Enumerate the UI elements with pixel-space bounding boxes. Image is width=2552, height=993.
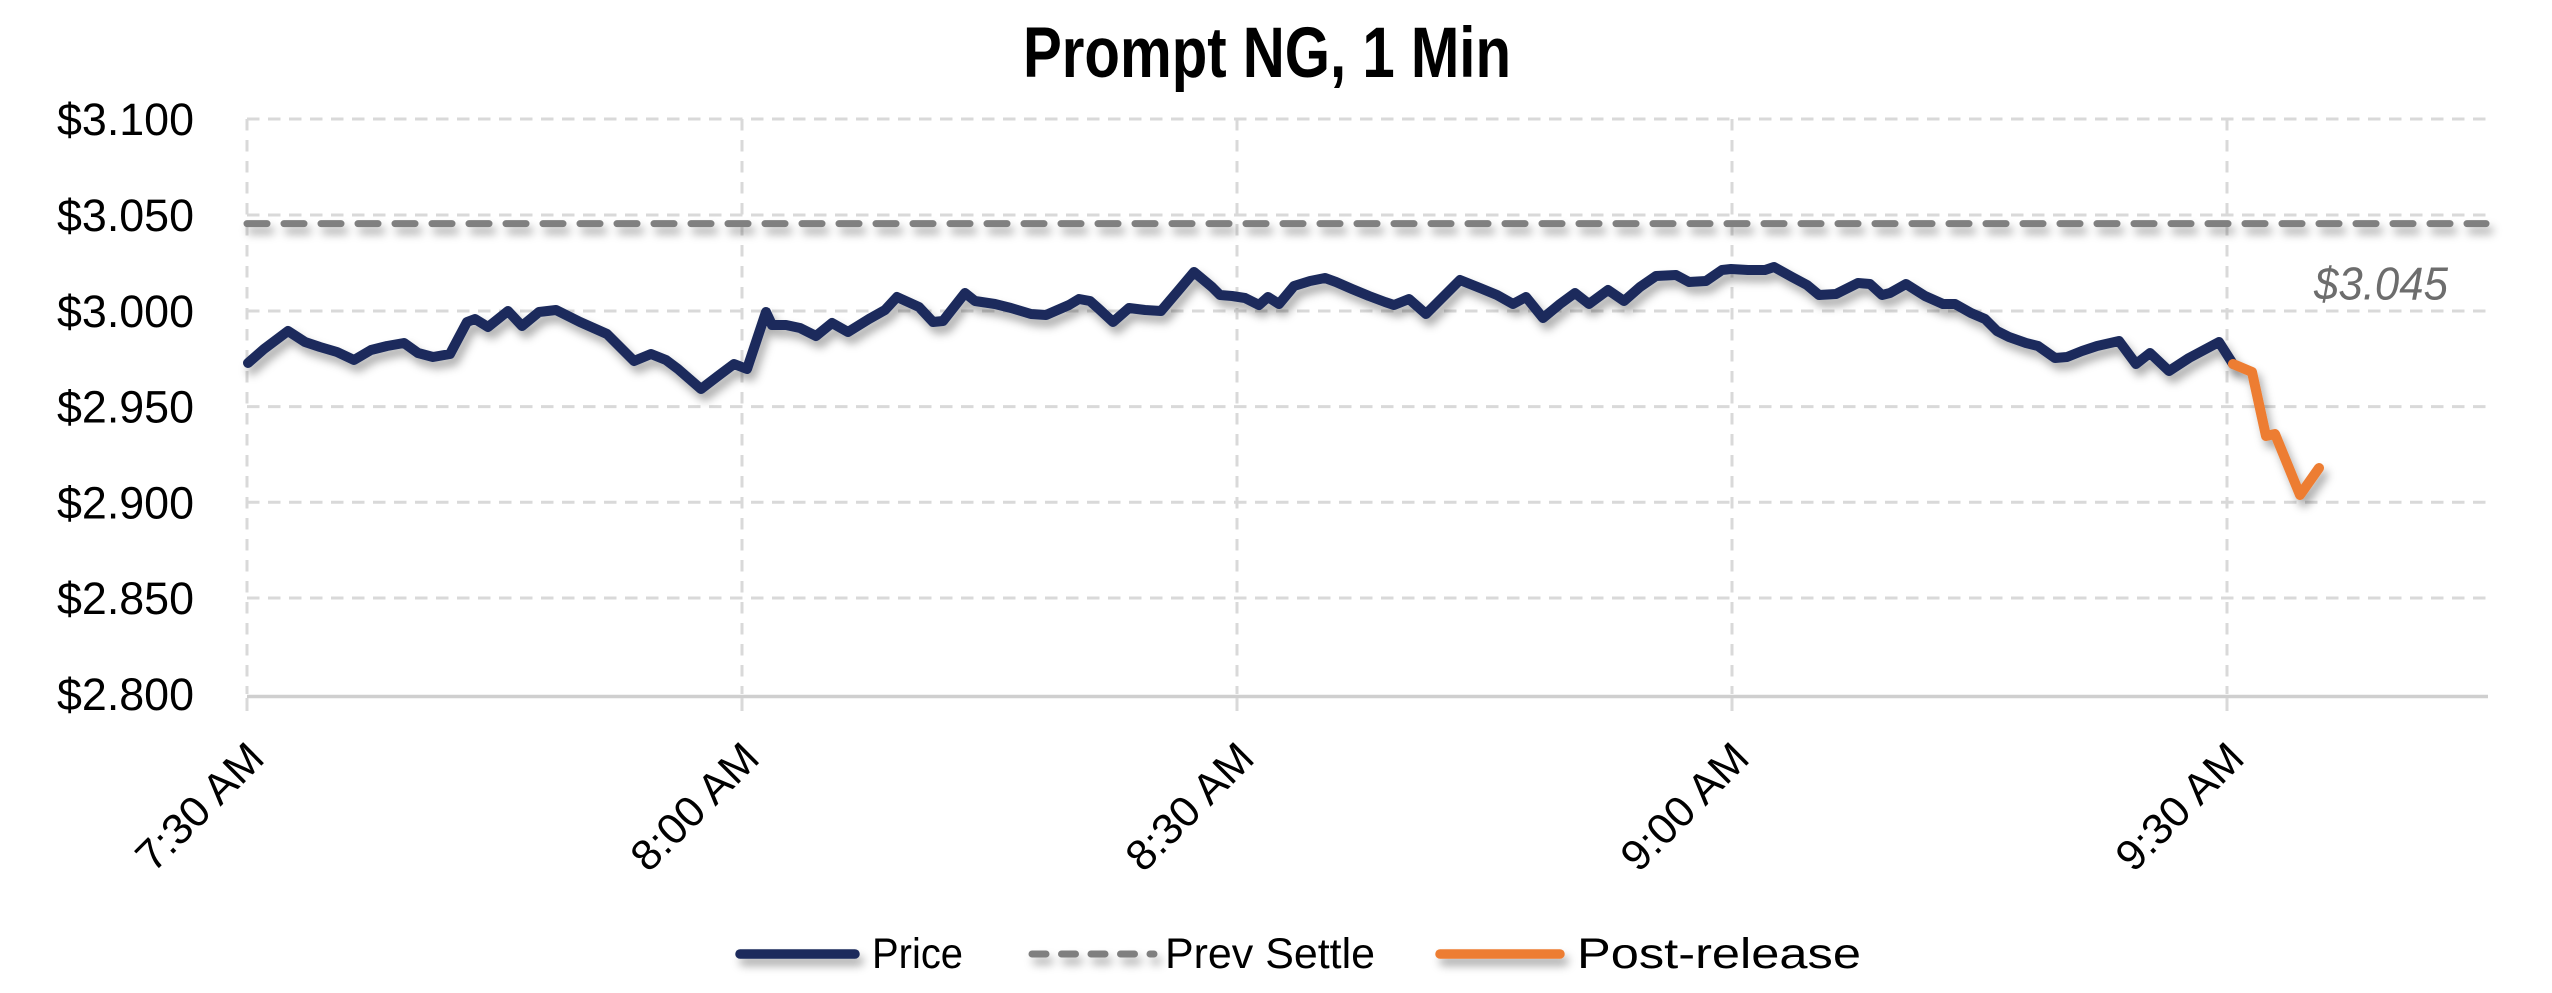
svg-text:Price: Price <box>872 930 963 978</box>
svg-text:9:00 AM: 9:00 AM <box>1611 734 1758 881</box>
svg-text:$2.800: $2.800 <box>57 669 194 720</box>
svg-text:$2.850: $2.850 <box>57 573 194 624</box>
svg-text:$3.100: $3.100 <box>57 94 194 145</box>
svg-text:Prompt NG, 1 Min: Prompt NG, 1 Min <box>1023 14 1511 93</box>
svg-text:$2.900: $2.900 <box>57 477 194 528</box>
svg-text:$3.000: $3.000 <box>57 286 194 337</box>
svg-text:$2.950: $2.950 <box>57 382 194 433</box>
svg-text:Post-release: Post-release <box>1577 930 1861 978</box>
svg-text:$3.045: $3.045 <box>2313 258 2448 310</box>
svg-text:8:00 AM: 8:00 AM <box>621 734 768 881</box>
svg-text:Prev Settle: Prev Settle <box>1165 930 1375 978</box>
svg-text:7:30 AM: 7:30 AM <box>126 734 273 881</box>
svg-text:8:30 AM: 8:30 AM <box>1116 734 1263 881</box>
svg-text:9:30 AM: 9:30 AM <box>2106 734 2253 881</box>
svg-text:$3.050: $3.050 <box>57 190 194 241</box>
